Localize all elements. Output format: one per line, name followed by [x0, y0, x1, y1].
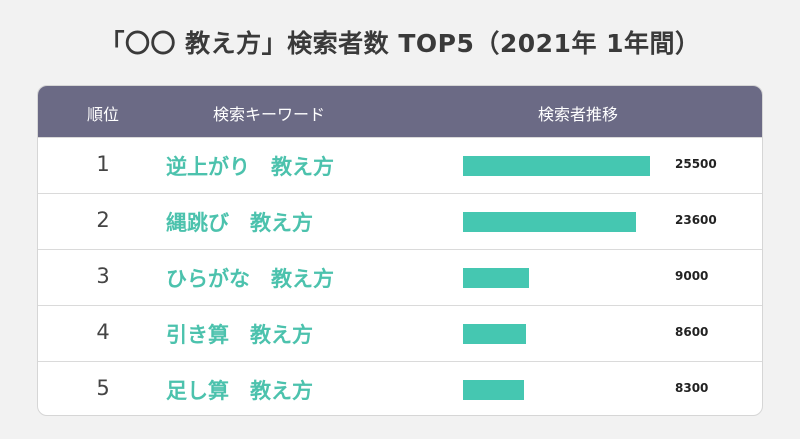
rank-number: 5 [96, 376, 110, 400]
trend-value: 8600 [675, 325, 709, 339]
trend-bar [463, 156, 650, 176]
table-row: 3 ひらがな 教え方 9000 [38, 249, 762, 305]
ranking-table: 順位 検索キーワード 検索者推移 1 逆上がり 教え方 25500 2 縄跳び 教え方 2… [37, 85, 763, 416]
table-row: 4 引き算 教え方 8600 [38, 305, 762, 361]
trend-value: 8300 [675, 381, 709, 395]
keyword-label: 縄跳び 教え方 [166, 211, 313, 235]
rank-number: 1 [96, 152, 110, 176]
trend-bar [463, 380, 524, 400]
rank-number: 4 [96, 320, 110, 344]
keyword-label: 逆上がり 教え方 [166, 155, 334, 179]
keyword-label: 引き算 教え方 [166, 323, 313, 347]
header-trend: 検索者推移 [538, 105, 619, 124]
rank-number: 2 [96, 208, 110, 232]
trend-value: 25500 [675, 157, 717, 171]
table-row: 1 逆上がり 教え方 25500 [38, 137, 762, 193]
trend-value: 23600 [675, 213, 717, 227]
table-row: 2 縄跳び 教え方 23600 [38, 193, 762, 249]
keyword-label: ひらがな 教え方 [166, 267, 334, 291]
trend-value: 9000 [675, 269, 709, 283]
trend-bar [463, 268, 529, 288]
header-keyword: 検索キーワード [213, 105, 326, 124]
trend-bar [463, 212, 636, 232]
table-header: 順位 検索キーワード 検索者推移 [38, 86, 762, 137]
rank-number: 3 [96, 264, 110, 288]
table-row: 5 足し算 教え方 8300 [38, 361, 762, 415]
keyword-label: 足し算 教え方 [166, 379, 313, 403]
page-title: 「〇〇 教え方」検索者数 TOP5（2021年 1年間） [99, 29, 701, 58]
header-rank: 順位 [86, 105, 119, 124]
trend-bar [463, 324, 526, 344]
